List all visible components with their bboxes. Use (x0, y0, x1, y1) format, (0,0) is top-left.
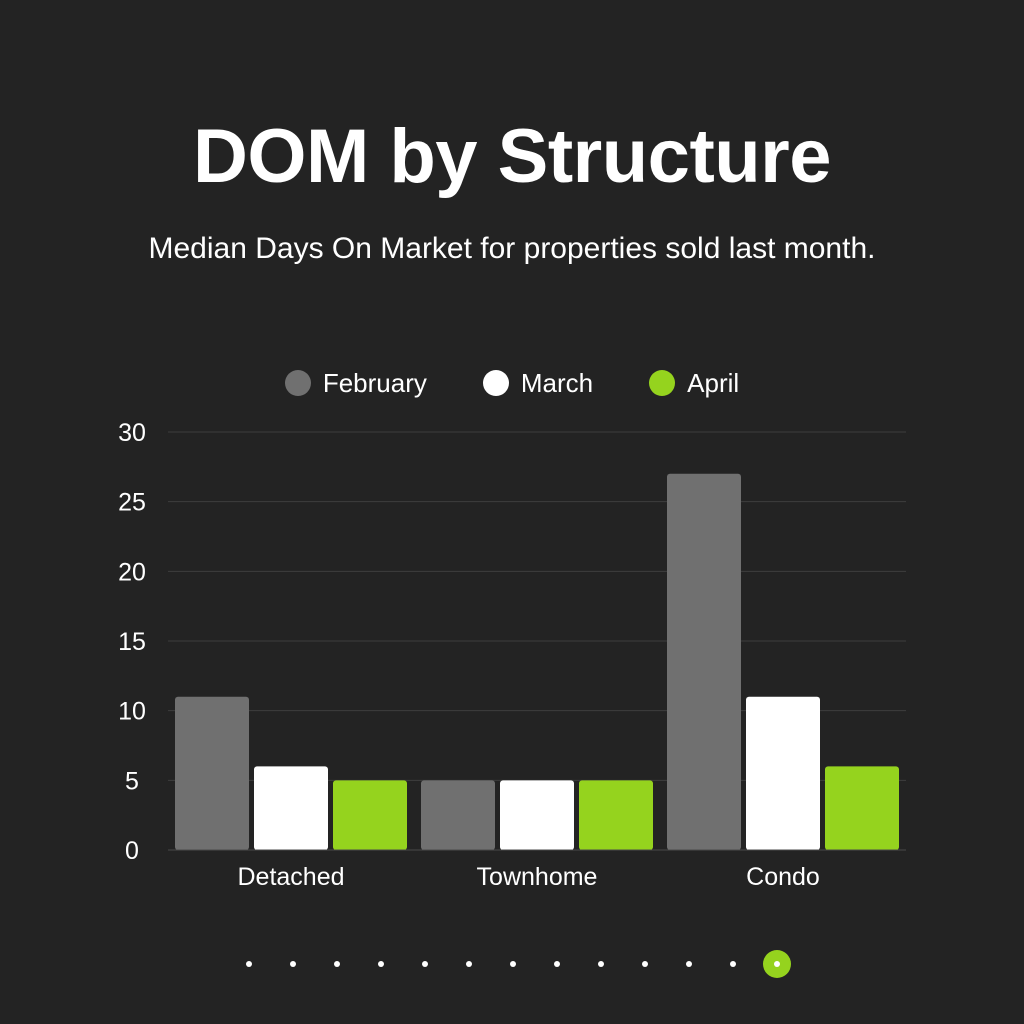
legend-label-february: February (322, 367, 427, 398)
bar-february-townhome (421, 780, 495, 850)
pagination-dot[interactable] (686, 961, 692, 967)
y-tick-label: 0 (125, 837, 139, 865)
legend-label-april: April (687, 367, 740, 398)
pagination-dot[interactable] (598, 961, 604, 967)
chart-legend: February March April (0, 364, 1024, 402)
pagination-dot[interactable] (290, 961, 296, 967)
carousel-pagination (0, 950, 1024, 978)
y-tick-label: 30 (118, 419, 146, 447)
pagination-dot-active[interactable] (763, 950, 791, 978)
y-tick-label: 15 (118, 628, 146, 656)
pagination-dot[interactable] (422, 961, 428, 967)
legend-item-february: February (284, 367, 427, 399)
y-tick-label: 20 (118, 558, 146, 586)
bar-april-townhome (579, 780, 653, 850)
legend-swatch-february (284, 370, 311, 396)
pagination-dot[interactable] (554, 961, 560, 967)
legend-swatch-march (482, 370, 509, 396)
bar-march-townhome (500, 780, 574, 850)
pagination-dot[interactable] (466, 961, 472, 967)
bar-march-detached (254, 766, 328, 850)
pagination-dot[interactable] (246, 961, 252, 967)
y-tick-label: 25 (118, 489, 146, 517)
pagination-dot[interactable] (378, 961, 384, 967)
legend-item-march: March (482, 367, 594, 399)
legend-label-march: March (520, 367, 594, 398)
x-tick-label: Townhome (477, 863, 598, 891)
x-tick-label: Detached (237, 863, 344, 891)
chart-title: DOM by Structure (192, 114, 832, 199)
x-tick-label: Condo (746, 863, 820, 891)
pagination-dot[interactable] (642, 961, 648, 967)
pagination-dot[interactable] (730, 961, 736, 967)
chart-subtitle: Median Days On Market for properties sol… (148, 232, 876, 265)
pagination-dot[interactable] (510, 961, 516, 967)
bar-march-condo (746, 696, 820, 850)
legend-item-april: April (649, 368, 739, 399)
bar-april-detached (333, 780, 407, 850)
y-tick-label: 5 (125, 767, 139, 795)
bar-april-condo (825, 766, 899, 850)
bar-february-detached (175, 696, 249, 850)
legend-swatch-april (649, 370, 676, 396)
bar-february-condo (667, 473, 741, 850)
pagination-dot[interactable] (334, 961, 340, 967)
y-tick-label: 10 (118, 698, 146, 726)
